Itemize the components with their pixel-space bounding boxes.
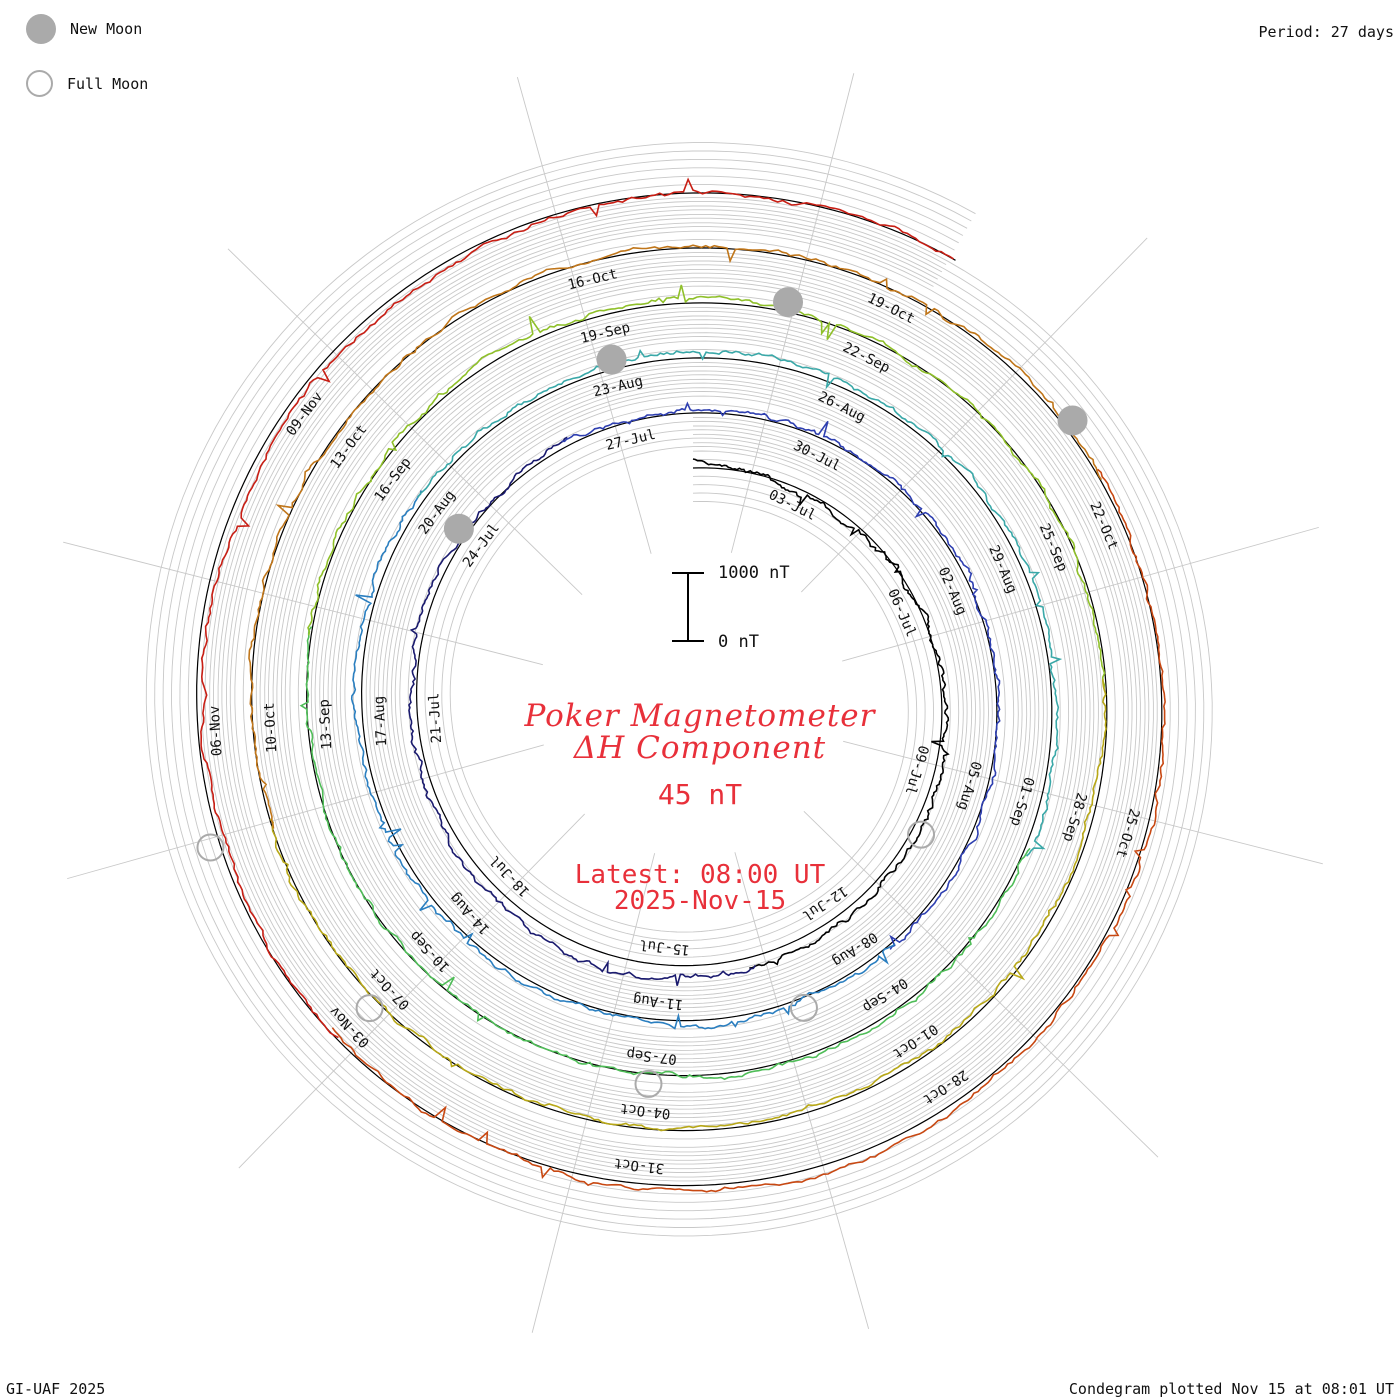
grid-ring	[229, 226, 1129, 1153]
grid-ring	[171, 167, 1188, 1212]
full-moon-icon	[26, 70, 53, 97]
date-tick-label: 13-Sep	[316, 699, 335, 750]
new-moon-icon	[26, 14, 56, 44]
radial-spoke	[516, 77, 652, 554]
data-trace-segment	[561, 401, 1001, 950]
legend-new-moon: New Moon	[26, 14, 142, 44]
radial-spoke	[842, 526, 1319, 662]
radial-spoke	[734, 852, 870, 1329]
radial-spoke	[800, 237, 1148, 593]
data-trace-segment	[248, 244, 1103, 829]
latest-date: 2025-Nov-15	[613, 886, 787, 916]
new-moon-marker	[596, 344, 627, 375]
grid-ring	[221, 217, 1138, 1161]
data-trace-segment	[200, 177, 954, 1039]
radial-spoke	[227, 248, 583, 596]
date-tick-label: 11-Aug	[632, 991, 684, 1013]
data-trace-segment	[307, 284, 1106, 689]
latest-time: Latest: 08:00 UT	[574, 860, 826, 890]
legend-new-moon-label: New Moon	[70, 20, 143, 38]
date-tick-label: 29-Aug	[985, 543, 1020, 596]
data-trace-segment	[350, 490, 896, 1030]
full-moon-marker	[907, 820, 936, 849]
footer-credit: GI-UAF 2025	[6, 1380, 106, 1398]
data-trace-segment	[269, 679, 1107, 1132]
radial-spoke	[531, 853, 656, 1333]
data-trace-segment	[416, 349, 1063, 857]
title-component: ΔH Component	[573, 730, 827, 766]
grid-ring	[213, 209, 1146, 1170]
full-moon-marker	[634, 1069, 663, 1098]
radial-spoke	[67, 744, 544, 880]
date-tick-label: 25-Sep	[1036, 521, 1071, 574]
data-trace-segment	[299, 626, 1031, 1081]
data-trace-segment	[331, 468, 1166, 1193]
title-station: Poker Magnetometer	[524, 698, 876, 734]
date-tick-label: 06-Jul	[884, 587, 919, 640]
date-tick-label: 04-Oct	[619, 1100, 671, 1122]
period-label: Period: 27 days	[1258, 23, 1394, 41]
date-tick-label: 21-Jul	[426, 692, 445, 743]
date-tick-label: 07-Sep	[626, 1045, 678, 1067]
date-tick-label: 31-Oct	[613, 1155, 665, 1177]
date-tick-label: 22-Oct	[1086, 500, 1121, 553]
radial-spoke	[63, 541, 543, 666]
scale-top-label: 1000 nT	[718, 563, 790, 583]
full-moon-marker	[789, 993, 818, 1022]
grid-ring	[187, 184, 1171, 1195]
date-tick-label: 06-Nov	[207, 705, 226, 756]
date-tick-label: 15-Jul	[638, 936, 690, 958]
new-moon-marker	[773, 287, 804, 318]
new-moon-marker	[1057, 405, 1088, 436]
full-moon-marker	[196, 833, 225, 862]
date-tick-label: 10-Oct	[262, 702, 281, 753]
grid-ring	[162, 158, 1196, 1220]
date-tick-label: 17-Aug	[371, 696, 390, 747]
grid-ring	[204, 200, 1154, 1178]
grid-ring	[154, 150, 1205, 1228]
date-tick-label: 02-Aug	[935, 565, 970, 618]
radial-spoke	[238, 813, 586, 1169]
radial-spoke	[843, 740, 1323, 865]
data-trace-segment	[692, 458, 950, 969]
legend-full-moon: Full Moon	[26, 70, 148, 97]
radial-spoke	[803, 810, 1159, 1158]
full-moon-marker	[355, 994, 384, 1023]
scale-bottom-label: 0 nT	[718, 632, 759, 652]
current-value: 45 nT	[657, 778, 743, 811]
grid-ring	[145, 142, 1213, 1237]
legend-full-moon-label: Full Moon	[67, 74, 149, 93]
new-moon-marker	[443, 513, 474, 544]
footer-plot-time: Condegram plotted Nov 15 at 08:01 UT	[1068, 1380, 1394, 1398]
